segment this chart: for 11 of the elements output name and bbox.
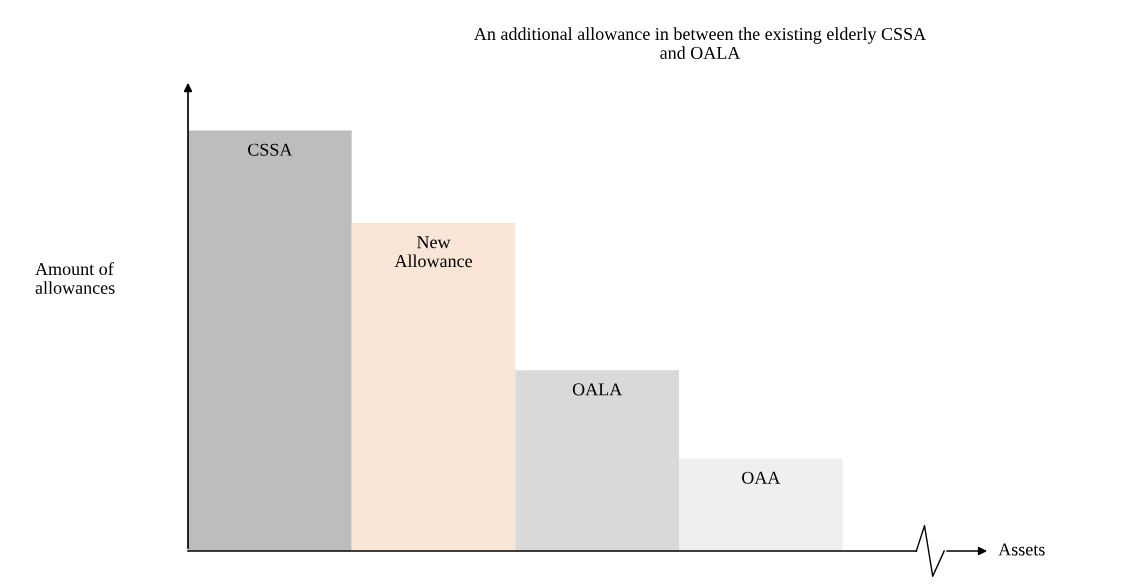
x-tick-label: CSSA: [248, 143, 293, 156]
x-tick-label: OALA: [572, 383, 623, 396]
y-axis-title: Amount of allowances: [35, 262, 115, 294]
bar: [679, 458, 843, 551]
bar: [515, 370, 680, 551]
bar: [351, 222, 516, 551]
bar: [188, 130, 352, 551]
x-tick-label: New Allowance: [394, 236, 472, 268]
x-tick-label: OAA: [742, 471, 781, 484]
chart-title: An additional allowance in between the existing elderly CSSA and OALA: [474, 27, 927, 59]
x-axis-title: Assets: [998, 543, 1045, 556]
